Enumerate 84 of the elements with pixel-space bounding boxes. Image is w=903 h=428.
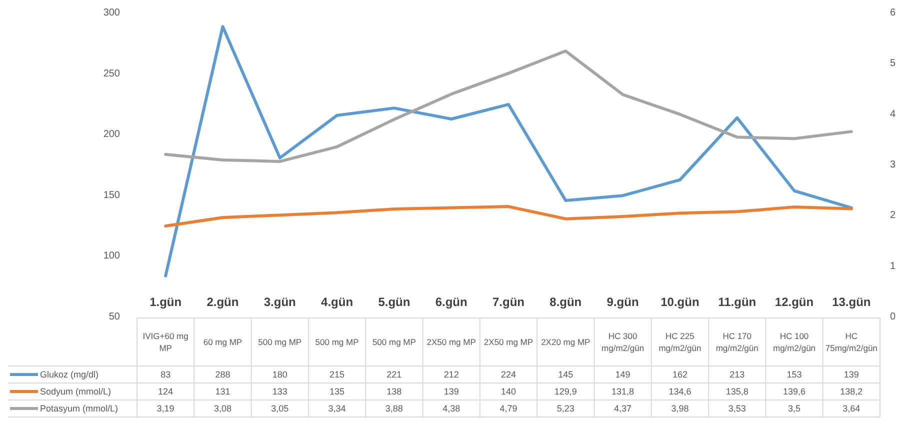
legend-label: Glukoz (mg/dl) bbox=[40, 370, 99, 380]
x-tick-label: 5.gün bbox=[378, 295, 410, 309]
data-label: 135 bbox=[330, 386, 345, 397]
data-label: 224 bbox=[500, 370, 516, 380]
data-label: 3,64 bbox=[842, 404, 860, 414]
data-label: 4,37 bbox=[614, 404, 632, 414]
data-label: 139 bbox=[844, 370, 859, 380]
data-label: 140 bbox=[500, 386, 516, 397]
x-tick-label: 8.gün bbox=[550, 295, 582, 309]
x-tick-label: 1.gün bbox=[150, 295, 182, 309]
text: 500 mg MP bbox=[258, 336, 302, 347]
text: HC 75mg/m2/gün bbox=[825, 330, 878, 353]
legend-label: Sodyum (mmol/L) bbox=[40, 386, 112, 397]
x-tick-label: 3.gün bbox=[264, 295, 296, 309]
text: 2X50 mg MP bbox=[426, 336, 476, 347]
data-label: 3,08 bbox=[214, 404, 232, 414]
data-label: 4,38 bbox=[442, 404, 460, 414]
y2-tick-label: 5 bbox=[890, 58, 896, 70]
x-tick-label: 4.gün bbox=[321, 295, 354, 309]
text: IVIG+60 mg MP bbox=[142, 330, 189, 353]
data-label: 131 bbox=[215, 386, 230, 397]
data-label: 3,88 bbox=[385, 404, 403, 414]
text: 500 mg MP bbox=[315, 336, 360, 347]
data-label: 4,79 bbox=[500, 404, 518, 414]
y-tick-label: 200 bbox=[103, 129, 120, 140]
data-label: 3,98 bbox=[671, 404, 689, 414]
text: HC 100 mg/m2/gün bbox=[773, 330, 816, 353]
line-series bbox=[164, 25, 853, 278]
data-label: 215 bbox=[330, 370, 345, 380]
y2-tick-label: 4 bbox=[890, 108, 896, 120]
data-label: 134,6 bbox=[668, 386, 692, 397]
y2-tick-label: 0 bbox=[890, 312, 896, 322]
y2-tick-label: 2 bbox=[890, 210, 896, 222]
text: 2X50 mg MP bbox=[484, 336, 534, 347]
y-tick-label: 100 bbox=[103, 250, 120, 262]
data-label: 83 bbox=[160, 370, 171, 380]
text: 500 mg MP bbox=[372, 336, 416, 347]
data-label: 133 bbox=[272, 386, 288, 397]
line-series bbox=[164, 50, 853, 163]
text: HC 225 mg/m2/gün bbox=[658, 330, 702, 353]
data-label: 124 bbox=[158, 386, 174, 397]
data-label: 138,2 bbox=[840, 386, 863, 397]
data-label: 213 bbox=[730, 370, 745, 380]
text: 60 mg MP bbox=[203, 336, 242, 347]
data-label: 180 bbox=[272, 370, 288, 380]
y2-tick-label: 3 bbox=[890, 160, 896, 170]
data-label: 149 bbox=[615, 370, 630, 380]
y-tick-label: 50 bbox=[108, 312, 120, 322]
text: 2X20 mg MP bbox=[541, 336, 591, 347]
y-tick-label: 250 bbox=[103, 68, 120, 80]
data-label: 139 bbox=[444, 386, 459, 397]
data-label: 3,19 bbox=[156, 404, 174, 414]
x-tick-label: 7.gün bbox=[492, 295, 524, 309]
text: HC 300 mg/m2/gün bbox=[602, 330, 644, 353]
x-tick-label: 6.gün bbox=[435, 295, 468, 309]
x-tick-label: 9.gün bbox=[606, 295, 639, 309]
line-series bbox=[164, 205, 853, 228]
data-label: 139,6 bbox=[783, 386, 806, 397]
y-tick-label: 300 bbox=[103, 8, 120, 18]
data-label: 162 bbox=[672, 370, 688, 380]
data-label: 138 bbox=[386, 386, 402, 397]
x-tick-label: 13.gün bbox=[832, 295, 871, 309]
data-label: 135,8 bbox=[726, 386, 748, 397]
x-tick-label: 10.gün bbox=[660, 295, 700, 309]
data-label: 131,8 bbox=[612, 386, 634, 397]
data-label: 3,34 bbox=[328, 404, 346, 414]
y2-tick-label: 1 bbox=[890, 260, 896, 272]
data-label: 145 bbox=[558, 370, 574, 380]
data-label: 5,23 bbox=[556, 404, 574, 414]
data-label: 3,5 bbox=[788, 404, 801, 414]
legend-label: Potasyum (mmol/L) bbox=[40, 404, 118, 414]
x-tick-label: 2.gün bbox=[206, 295, 239, 309]
data-label: 3,05 bbox=[271, 404, 289, 414]
data-label: 221 bbox=[386, 370, 402, 380]
data-label: 3,53 bbox=[728, 404, 746, 414]
data-label: 212 bbox=[444, 370, 459, 380]
data-label: 153 bbox=[786, 370, 802, 380]
y-tick-label: 150 bbox=[103, 190, 120, 201]
data-label: 129,9 bbox=[554, 386, 577, 397]
text: HC 170 mg/m2/gün bbox=[716, 330, 759, 353]
y2-tick-label: 6 bbox=[890, 8, 896, 18]
x-tick-label: 12.gün bbox=[774, 295, 814, 309]
x-tick-label: 11.gün bbox=[718, 295, 756, 309]
data-label: 288 bbox=[215, 370, 230, 380]
